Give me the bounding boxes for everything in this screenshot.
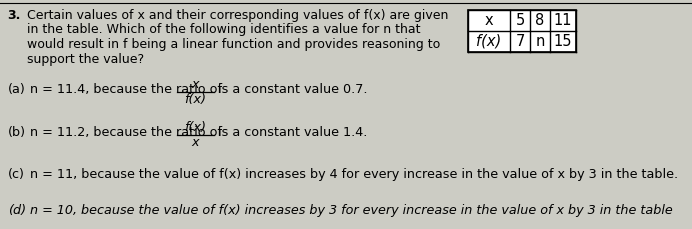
Text: n = 11.4, because the ratio of: n = 11.4, because the ratio of: [30, 83, 222, 96]
Text: f(x): f(x): [185, 122, 206, 134]
Text: 11: 11: [554, 13, 572, 28]
Text: (a): (a): [8, 83, 26, 96]
Text: support the value?: support the value?: [27, 52, 144, 65]
Text: x: x: [192, 136, 199, 148]
Text: 15: 15: [554, 34, 572, 49]
Text: 8: 8: [536, 13, 545, 28]
Text: is a constant value 0.7.: is a constant value 0.7.: [218, 83, 367, 96]
Text: would result in f being a linear function and provides reasoning to: would result in f being a linear functio…: [27, 38, 440, 51]
Text: x: x: [192, 79, 199, 92]
Text: is a constant value 1.4.: is a constant value 1.4.: [218, 126, 367, 139]
Text: 7: 7: [516, 34, 525, 49]
Text: f(x): f(x): [185, 93, 206, 106]
Text: n = 11.2, because the ratio of: n = 11.2, because the ratio of: [30, 126, 222, 139]
Text: 3.: 3.: [7, 9, 20, 22]
Text: (b): (b): [8, 126, 26, 139]
Text: n: n: [536, 34, 545, 49]
Text: x: x: [484, 13, 493, 28]
Text: Certain values of x and their corresponding values of f(x) are given: Certain values of x and their correspond…: [27, 9, 448, 22]
Text: f(x): f(x): [476, 34, 502, 49]
Text: n = 11, because the value of f(x) increases by 4 for every increase in the value: n = 11, because the value of f(x) increa…: [30, 168, 678, 181]
Text: 5: 5: [516, 13, 525, 28]
Bar: [468, 10, 576, 52]
Text: (c): (c): [8, 168, 25, 181]
Text: n = 10, because the value of f(x) increases by 3 for every increase in the value: n = 10, because the value of f(x) increa…: [30, 204, 673, 217]
Text: in the table. Which of the following identifies a value for n that: in the table. Which of the following ide…: [27, 24, 421, 36]
Text: (d): (d): [8, 204, 26, 217]
